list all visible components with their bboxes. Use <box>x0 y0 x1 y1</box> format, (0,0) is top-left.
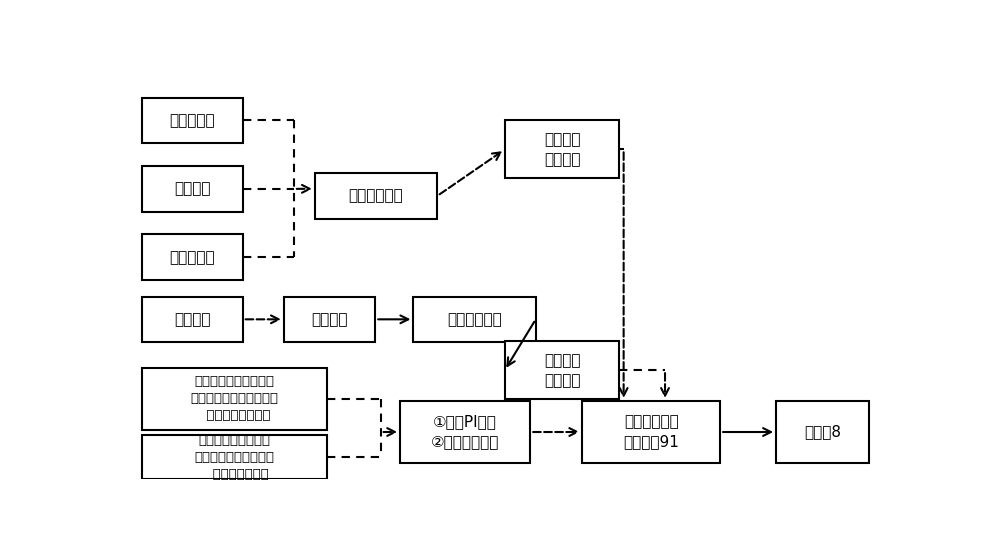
Text: 变频器8: 变频器8 <box>804 424 841 440</box>
Text: 反馈比例
补偿方法: 反馈比例 补偿方法 <box>544 353 580 388</box>
Text: 数据判断分析: 数据判断分析 <box>447 312 502 327</box>
Text: 前馈比例
补偿方法: 前馈比例 补偿方法 <box>544 132 580 167</box>
Bar <box>400 401 530 463</box>
Bar <box>413 296 536 342</box>
Text: 缺氧区出水硝氮浓度
深度处理出水硝氮浓度
   总出水总氮浓度: 缺氧区出水硝氮浓度 深度处理出水硝氮浓度 总出水总氮浓度 <box>194 434 274 480</box>
Bar <box>582 401 720 463</box>
Bar <box>142 98 243 143</box>
Text: 外回流流量: 外回流流量 <box>170 250 215 265</box>
Text: 内回流流量: 内回流流量 <box>170 113 215 128</box>
Bar <box>142 235 243 280</box>
Bar <box>284 296 375 342</box>
Text: 加药泵投加量
控制模块91: 加药泵投加量 控制模块91 <box>623 415 679 449</box>
Bar <box>776 401 869 463</box>
Text: 数据判断分析: 数据判断分析 <box>349 188 403 203</box>
Text: 进水水量: 进水水量 <box>174 181 211 196</box>
Bar <box>142 435 326 479</box>
Text: 安全裕量: 安全裕量 <box>311 312 348 327</box>
Bar <box>142 368 326 430</box>
Bar <box>505 341 619 399</box>
Bar <box>505 121 619 179</box>
Text: 缺氧区出水硝氮设定值
深度处理出水硝氮设定值
  总出水总氮设定值: 缺氧区出水硝氮设定值 深度处理出水硝氮设定值 总出水总氮设定值 <box>190 376 278 422</box>
Bar <box>142 166 243 211</box>
Text: 出水总氮: 出水总氮 <box>174 312 211 327</box>
Text: ①反馈PI算法
②前馈比例算法: ①反馈PI算法 ②前馈比例算法 <box>431 415 499 449</box>
Bar <box>142 296 243 342</box>
Bar <box>315 173 437 218</box>
